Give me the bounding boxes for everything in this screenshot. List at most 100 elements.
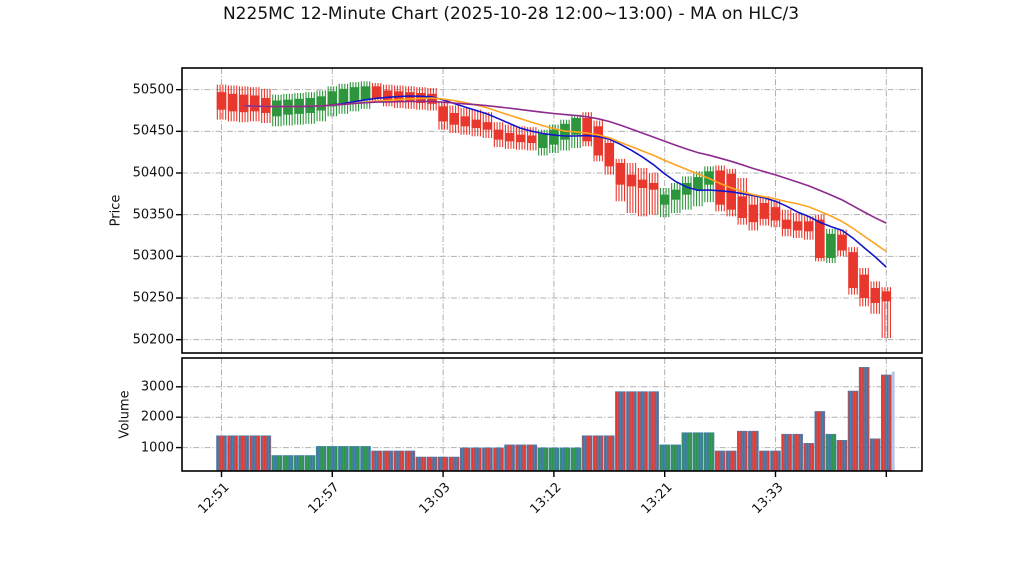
volume-bar bbox=[315, 446, 327, 471]
price-tick-label: 50350 bbox=[132, 207, 174, 223]
volume-bar bbox=[349, 446, 360, 471]
candle-body bbox=[471, 119, 482, 128]
candle-body bbox=[427, 93, 437, 104]
candle-body bbox=[715, 170, 725, 205]
volume-bar bbox=[858, 367, 870, 471]
price-tick-label: 50400 bbox=[132, 165, 174, 181]
volume-bar bbox=[360, 446, 371, 471]
volume-bar bbox=[482, 447, 493, 471]
candle-body bbox=[360, 86, 371, 100]
candle-body bbox=[593, 126, 604, 156]
volume-bar bbox=[670, 444, 682, 471]
volume-bar bbox=[703, 432, 715, 471]
candle-body bbox=[371, 86, 382, 98]
candle-body bbox=[770, 207, 781, 221]
volume-bar bbox=[282, 455, 294, 471]
candle-body bbox=[582, 118, 592, 142]
candle-body bbox=[316, 96, 327, 111]
volume-bar bbox=[415, 456, 427, 471]
volume-bar bbox=[637, 391, 648, 471]
volume-bar bbox=[748, 430, 759, 471]
volume-bar bbox=[570, 447, 582, 471]
volume-bar bbox=[559, 447, 571, 471]
volume-bar bbox=[504, 444, 515, 471]
volume-bar bbox=[260, 435, 272, 471]
candle-body bbox=[615, 163, 626, 185]
candle-body bbox=[216, 92, 227, 110]
candle-body bbox=[493, 129, 504, 140]
candle-body bbox=[748, 204, 759, 223]
candle-body bbox=[604, 143, 615, 167]
volume-bar bbox=[792, 433, 803, 471]
volume-bar bbox=[881, 374, 892, 471]
candle-body bbox=[826, 233, 836, 258]
candle-body bbox=[504, 133, 515, 142]
volume-bar bbox=[825, 433, 837, 471]
candle-body bbox=[759, 203, 770, 219]
ma-line-24 bbox=[243, 100, 887, 224]
candle-body bbox=[815, 219, 825, 258]
candle-body bbox=[227, 93, 238, 112]
volume-bar bbox=[371, 450, 382, 471]
volume-bar bbox=[770, 450, 781, 471]
volume-bar bbox=[304, 455, 316, 471]
volume-bar bbox=[803, 443, 815, 471]
volume-bar bbox=[759, 450, 770, 471]
candle-body bbox=[693, 177, 703, 190]
volume-bar bbox=[404, 450, 416, 471]
candle-body bbox=[837, 234, 847, 251]
candle-body bbox=[549, 129, 559, 145]
volume-bar bbox=[216, 435, 227, 471]
volume-bar bbox=[626, 391, 637, 471]
volume-bar bbox=[537, 447, 549, 471]
volume-tick-label: 1000 bbox=[140, 440, 174, 456]
candle-body bbox=[482, 122, 493, 130]
candle-body bbox=[515, 134, 526, 143]
candle-body bbox=[637, 179, 648, 188]
price-tick-label: 50300 bbox=[132, 248, 174, 264]
candle-body bbox=[648, 183, 659, 190]
volume-bar bbox=[459, 447, 471, 471]
volume-bar-partial bbox=[891, 371, 895, 471]
volume-bar bbox=[515, 444, 526, 471]
candle-body bbox=[737, 196, 748, 218]
candle-body bbox=[338, 88, 349, 103]
volume-bar bbox=[659, 444, 670, 471]
volume-bar bbox=[847, 390, 859, 471]
volume-bar bbox=[327, 446, 338, 471]
volume-bar bbox=[448, 456, 460, 471]
volume-bar bbox=[869, 438, 881, 471]
candle-body bbox=[327, 91, 338, 107]
candle-body bbox=[848, 252, 858, 288]
volume-bar bbox=[526, 444, 538, 471]
candle-body bbox=[659, 194, 670, 205]
volume-bar bbox=[382, 450, 393, 471]
candle-body bbox=[238, 94, 249, 113]
volume-bar bbox=[238, 435, 249, 471]
volume-bar bbox=[426, 456, 438, 471]
volume-bar bbox=[725, 450, 737, 471]
volume-bar bbox=[338, 446, 349, 471]
volume-bar bbox=[592, 435, 604, 471]
volume-bar bbox=[581, 435, 593, 471]
candle-body bbox=[438, 106, 448, 122]
price-tick-label: 50450 bbox=[132, 123, 174, 139]
candle-body bbox=[792, 221, 803, 231]
volume-bar bbox=[692, 432, 704, 471]
volume-bar bbox=[271, 455, 283, 471]
volume-bar bbox=[548, 447, 560, 471]
candle-body bbox=[272, 100, 282, 117]
candle-body bbox=[349, 87, 360, 102]
volume-bar bbox=[249, 435, 261, 471]
price-tick-label: 50500 bbox=[132, 82, 174, 98]
volume-bar bbox=[437, 456, 449, 471]
volume-bar bbox=[493, 447, 504, 471]
volume-bar bbox=[604, 435, 615, 471]
volume-bar bbox=[681, 432, 693, 471]
candle-body bbox=[803, 221, 814, 232]
candle-body bbox=[859, 274, 869, 298]
candle-body bbox=[460, 116, 471, 127]
candle-body bbox=[682, 183, 692, 195]
ma-line-8 bbox=[243, 95, 887, 268]
